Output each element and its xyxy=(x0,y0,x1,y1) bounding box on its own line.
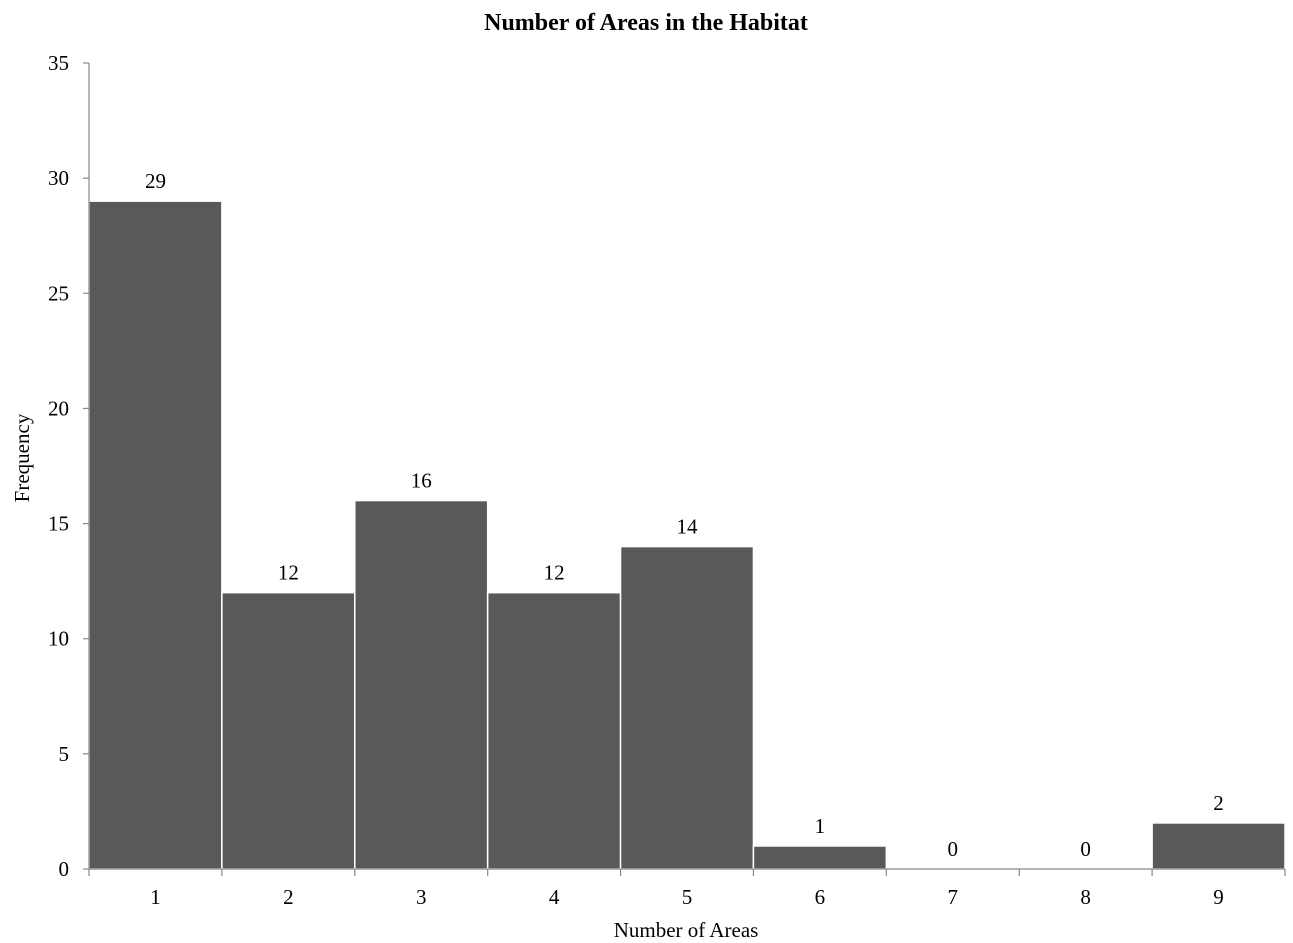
x-tick-label: 7 xyxy=(948,885,959,909)
bar-2 xyxy=(221,591,356,870)
y-tick-label: 25 xyxy=(48,281,69,305)
data-label: 2 xyxy=(1213,791,1224,815)
y-tick-label: 10 xyxy=(48,627,69,651)
x-tick-label: 8 xyxy=(1080,885,1091,909)
y-tick-label: 5 xyxy=(59,742,70,766)
data-label: 16 xyxy=(411,469,432,493)
x-tick-label: 1 xyxy=(150,885,161,909)
data-label: 29 xyxy=(145,169,166,193)
x-tick-label: 4 xyxy=(549,885,560,909)
y-tick-label: 35 xyxy=(48,51,69,75)
x-tick-label: 6 xyxy=(815,885,826,909)
x-tick-label: 2 xyxy=(283,885,294,909)
data-label: 0 xyxy=(1080,837,1091,861)
data-label: 12 xyxy=(278,561,299,585)
bar-5 xyxy=(619,545,755,870)
y-axis-title: Frequency xyxy=(10,413,34,502)
y-tick-label: 30 xyxy=(48,166,69,190)
data-label: 14 xyxy=(677,515,699,539)
y-tick-label: 20 xyxy=(48,396,69,420)
chart-title: Number of Areas in the Habitat xyxy=(484,10,808,36)
x-tick-label: 3 xyxy=(416,885,427,909)
y-tick-label: 15 xyxy=(48,512,69,536)
data-label: 12 xyxy=(544,561,565,585)
y-axis-title-group: Frequency xyxy=(10,413,34,502)
x-axis-title: Number of Areas xyxy=(614,918,759,942)
x-tick-label: 5 xyxy=(682,885,693,909)
bar-9 xyxy=(1151,822,1286,870)
bar-6 xyxy=(752,845,888,870)
x-tick-label: 9 xyxy=(1213,885,1224,909)
data-label: 0 xyxy=(948,837,959,861)
bar-1 xyxy=(88,200,223,870)
data-label: 1 xyxy=(815,814,826,838)
bar-4 xyxy=(486,591,622,870)
bar-3 xyxy=(354,499,489,870)
y-tick-label: 0 xyxy=(59,857,70,881)
